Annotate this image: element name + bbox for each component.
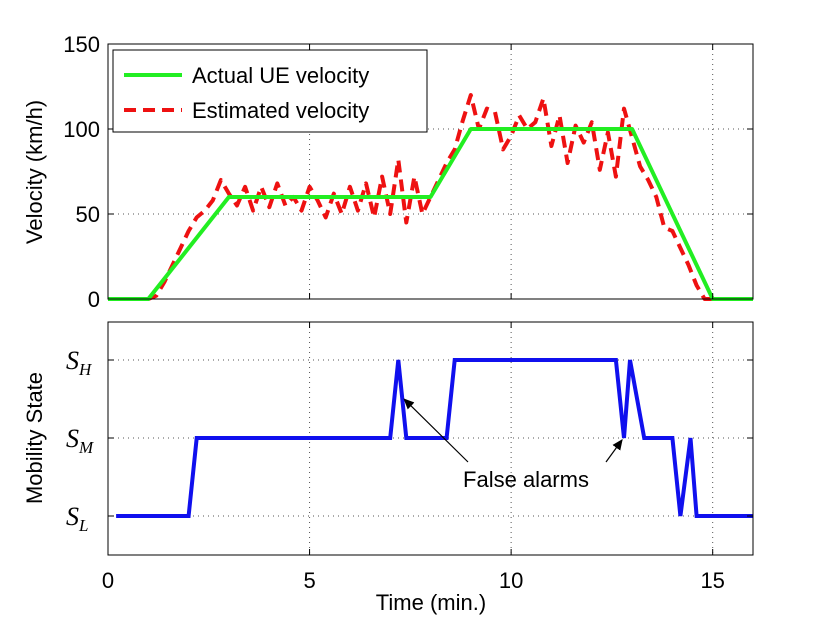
legend-label-estimated: Estimated velocity: [192, 98, 369, 123]
time-xtick-label-5: 5: [303, 568, 315, 593]
velocity-ytick-label-0: 0: [88, 287, 100, 312]
legend-box: [112, 49, 428, 133]
velocity-series: [108, 93, 753, 301]
time-xtick-label-15: 15: [700, 568, 724, 593]
time-xtick-label-0: 0: [102, 568, 114, 593]
series-line-actual-velocity: [108, 127, 753, 301]
annotation-label: False alarms: [463, 467, 589, 492]
state-subscript-L: L: [78, 516, 88, 535]
state-label-M: SM: [66, 424, 94, 457]
time-xtick-label-10: 10: [499, 568, 523, 593]
series-line-mobility-state: [116, 358, 753, 518]
velocity-axes-box: [107, 43, 754, 300]
mobility-y-label: Mobility State: [22, 372, 47, 504]
state-subscript-M: M: [78, 438, 94, 457]
velocity-ytick-label-50: 50: [76, 202, 100, 227]
annotation-arrow-1: [403, 398, 469, 463]
time-x-label: Time (min.): [376, 590, 486, 615]
mobility-series: [116, 358, 753, 518]
velocity-ytick-label-100: 100: [63, 117, 100, 142]
velocity-legend: Actual UE velocity Estimated velocity: [112, 49, 428, 133]
legend-label-actual: Actual UE velocity: [192, 63, 369, 88]
annotation-arrow-2: [605, 439, 623, 463]
false-alarms-annotation: False alarms: [403, 398, 623, 492]
state-label-L: SL: [66, 502, 88, 535]
velocity-ytick-label-150: 150: [63, 32, 100, 57]
velocity-ticks: 0 50 100 150: [63, 32, 753, 312]
velocity-y-label: Velocity (km/h): [22, 100, 47, 244]
velocity-panel: 0 50 100 150 Velocity (km/h) Actual UE velo…: [22, 32, 754, 312]
state-label-H: SH: [66, 346, 93, 379]
state-subscript-H: H: [78, 360, 93, 379]
